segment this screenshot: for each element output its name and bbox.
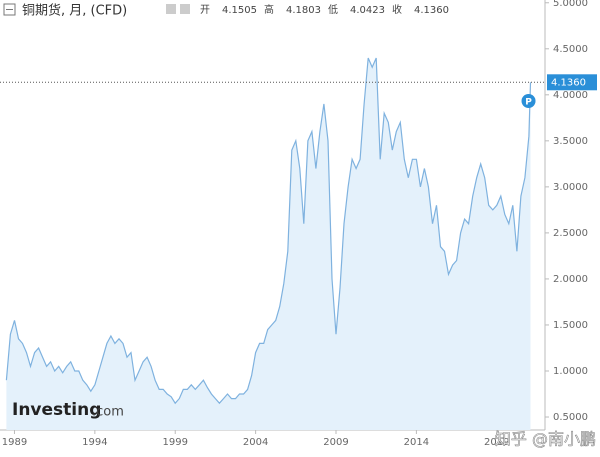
- marker-glyph: P: [525, 98, 532, 108]
- ohlc-value: 4.1803: [286, 5, 321, 16]
- ohlc: 开 4.1505 高 4.1803 低 4.0423 收 4.1360: [200, 3, 449, 16]
- x-tick-label: 1989: [2, 437, 27, 448]
- y-tick-label: 0.5000: [553, 412, 588, 423]
- y-tick-label: 3.5000: [553, 136, 588, 147]
- y-tick-label: 4.5000: [553, 44, 588, 55]
- x-tick-label: 1999: [163, 437, 188, 448]
- ohlc-name: 低: [328, 3, 338, 16]
- marker: P: [521, 94, 536, 108]
- last-price-label: 4.1360: [551, 77, 586, 88]
- settings-icon[interactable]: [166, 4, 176, 14]
- area-fill: [6, 58, 531, 430]
- marker-dot: [521, 94, 536, 108]
- y-tick-label: 2.0000: [553, 274, 588, 285]
- x-tick-label: 2014: [404, 437, 429, 448]
- ohlc-name: 高: [264, 3, 274, 16]
- plot-area: P 0.5000 1.0000 1.5000 2.0000 2.5000 3.0000 3.5…: [0, 0, 597, 448]
- logo-main: Investing: [12, 400, 101, 420]
- price-line: [5, 57, 532, 405]
- y-tick-label: 2.5000: [553, 228, 588, 239]
- y-tick-label: 3.0000: [553, 182, 588, 193]
- watermark: 知乎 @南小鹏: [495, 430, 596, 449]
- ohlc-name: 收: [392, 3, 402, 16]
- x-tick-label: 2004: [243, 437, 268, 448]
- ohlc-value: 4.1360: [414, 5, 449, 16]
- x-tick-label: 1994: [82, 437, 107, 448]
- chart-title: 铜期货, 月, (CFD): [22, 3, 127, 19]
- last-price-box: [547, 74, 597, 91]
- y-tick-label: 5.0000: [553, 0, 588, 9]
- settings-icon[interactable]: [180, 4, 190, 14]
- collapse-icon[interactable]: [3, 3, 16, 16]
- ohlc-value: 4.0423: [350, 5, 385, 16]
- y-tick-label: 4.0000: [553, 90, 588, 101]
- y-tick-label: 1.0000: [553, 366, 588, 377]
- ohlc-name: 开: [200, 5, 210, 16]
- logo-suffix: .com: [92, 405, 124, 420]
- x-tick-label: 2019: [484, 437, 509, 448]
- ohlc-value: 4.1505: [222, 5, 257, 16]
- x-tick-label: 2009: [323, 437, 348, 448]
- y-tick-label: 1.5000: [553, 320, 588, 331]
- logo: Investing .com: [12, 400, 124, 420]
